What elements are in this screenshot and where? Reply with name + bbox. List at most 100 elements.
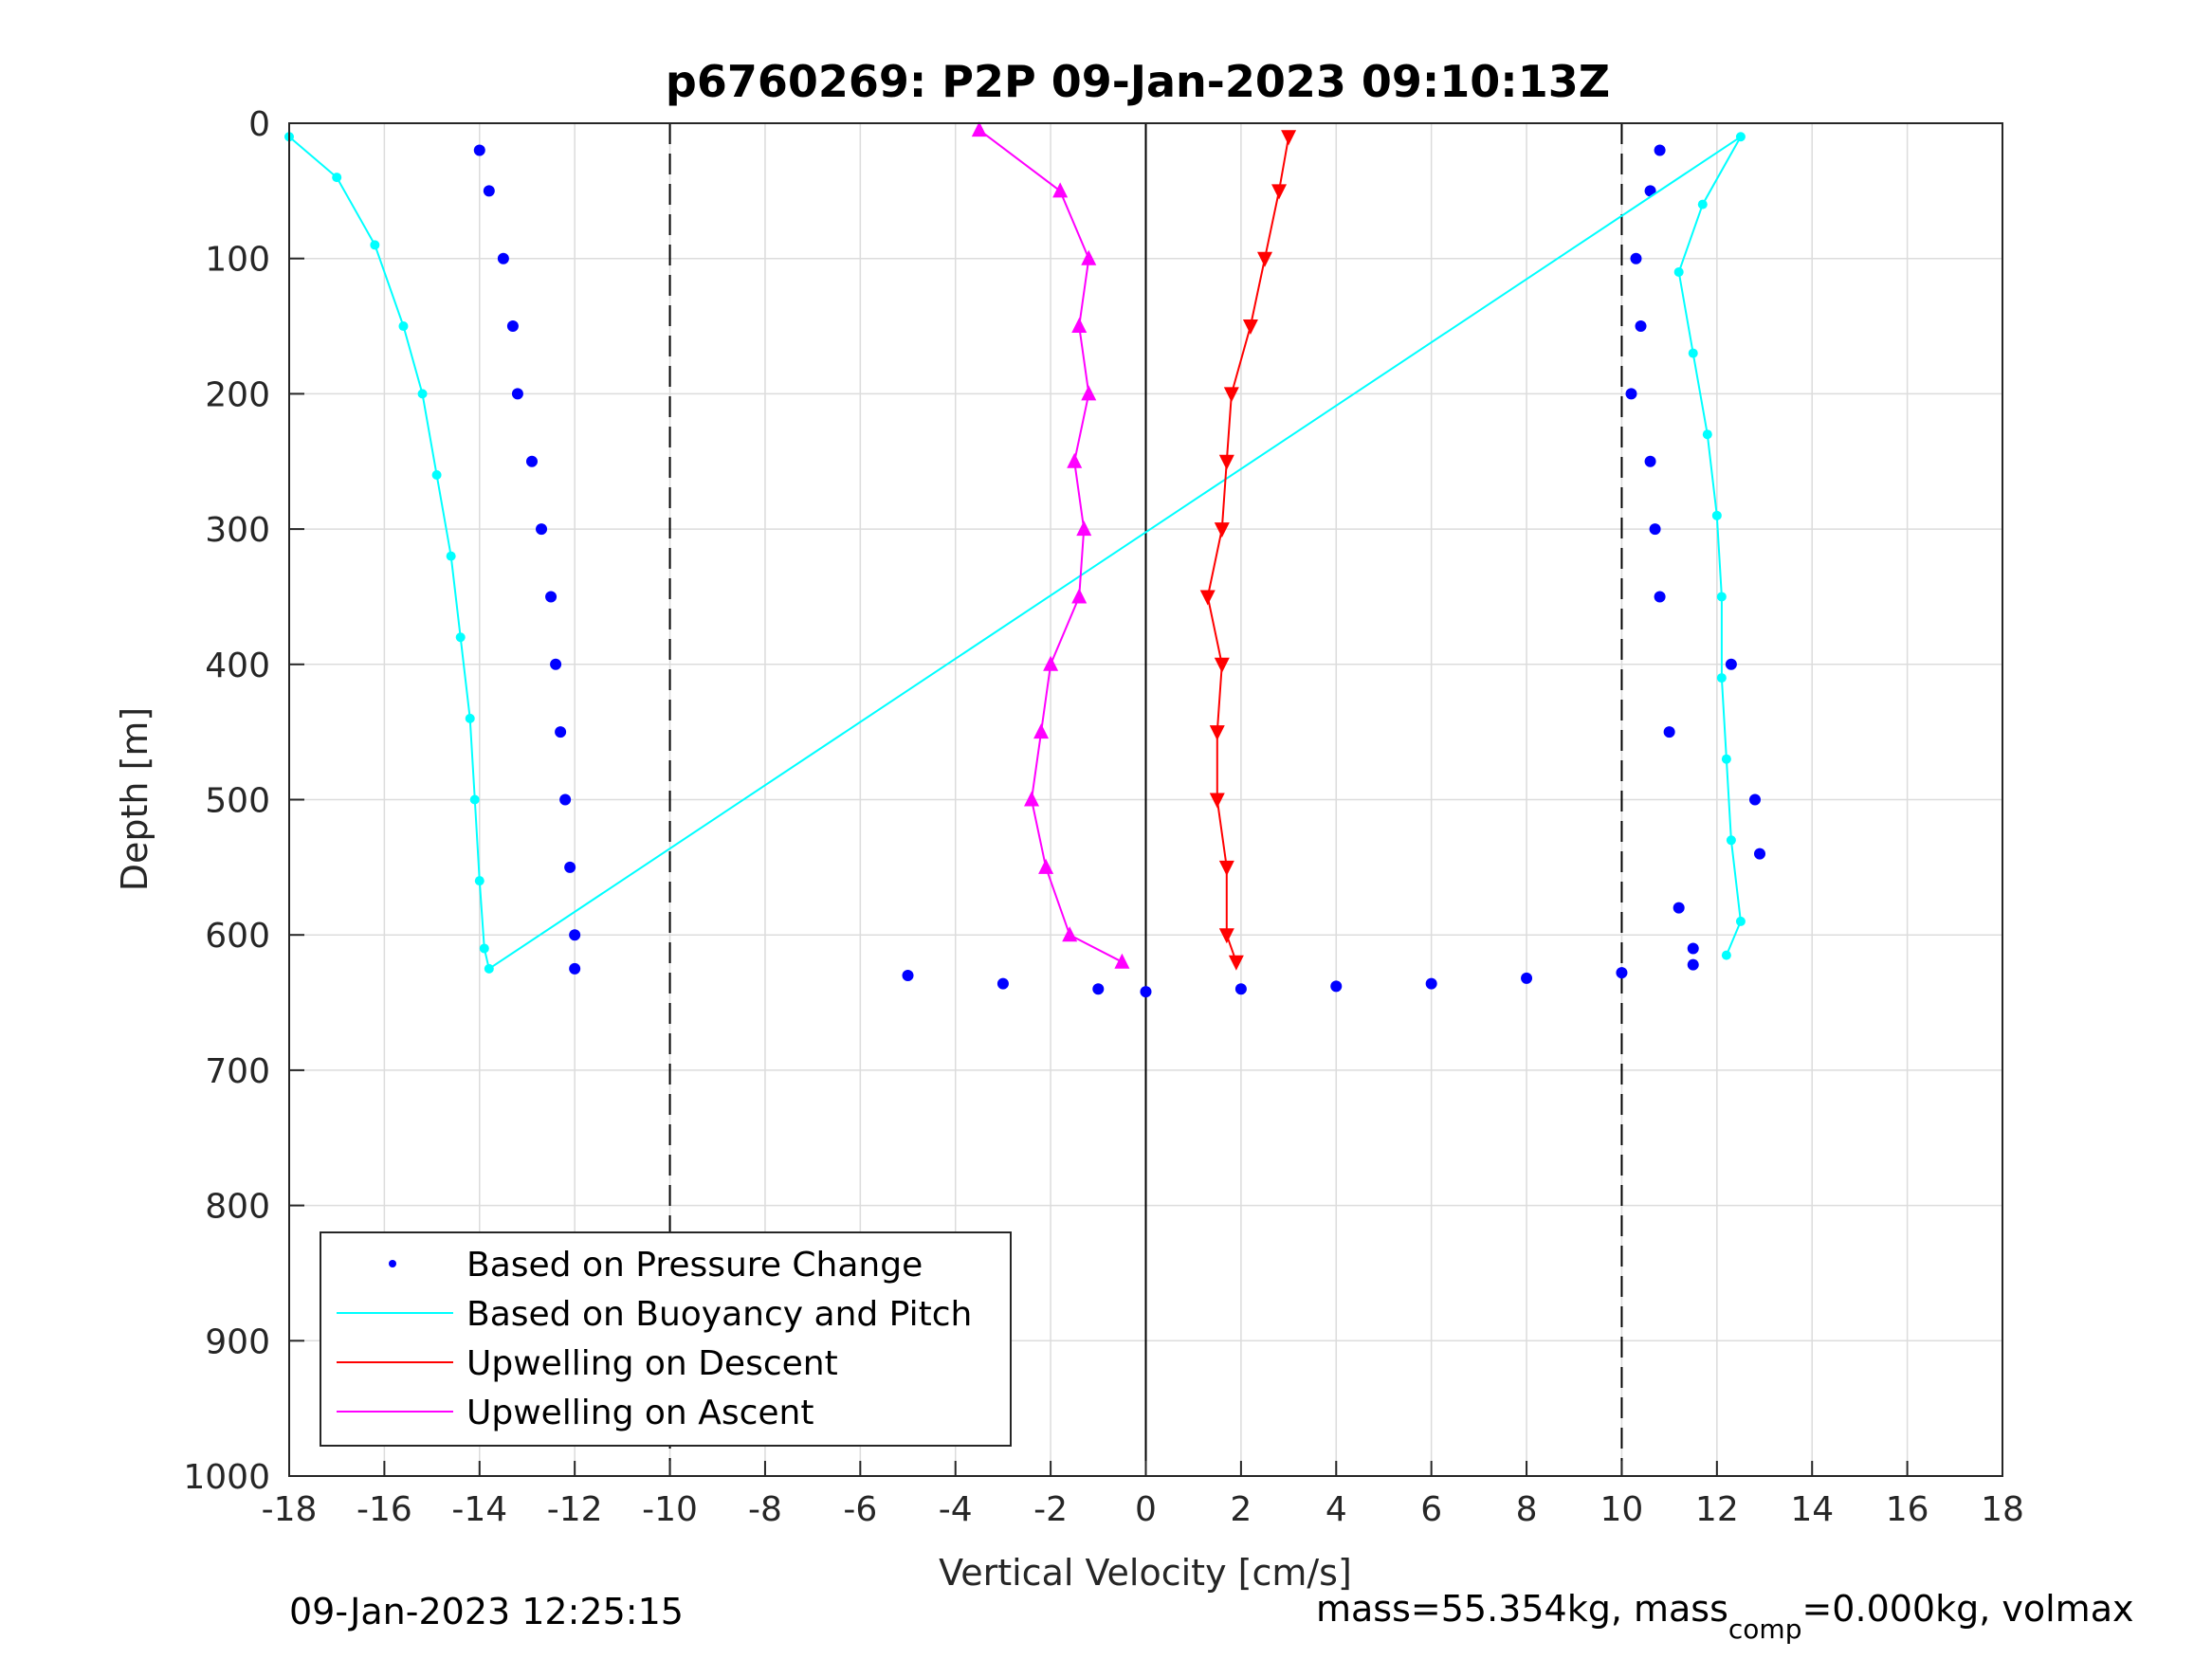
y-axis-label: Depth [m] [114, 707, 155, 892]
x-axis-label: Vertical Velocity [cm/s] [939, 1552, 1352, 1594]
data-point [484, 963, 494, 974]
data-point [1071, 588, 1088, 604]
data-point [1673, 902, 1685, 914]
data-point [473, 144, 485, 156]
data-point [1033, 723, 1050, 739]
data-point [1716, 673, 1727, 684]
data-point [1654, 144, 1666, 156]
data-point [1687, 942, 1699, 955]
x-tick-label: -14 [451, 1490, 507, 1529]
y-tick-label: 200 [205, 375, 270, 414]
data-point [1721, 754, 1731, 764]
legend-label-pressure: Based on Pressure Change [466, 1246, 923, 1285]
x-tick-label: 14 [1790, 1490, 1834, 1529]
data-point [1697, 199, 1708, 210]
data-point [1071, 318, 1088, 334]
legend-marker-pressure [389, 1260, 396, 1267]
series-line [1206, 137, 1290, 963]
data-point [564, 861, 576, 873]
y-tick-label: 500 [205, 782, 270, 821]
data-point [902, 970, 914, 982]
data-point [1214, 522, 1230, 538]
data-point [455, 632, 466, 643]
data-point [550, 658, 562, 670]
data-point [1735, 132, 1746, 142]
data-point [1092, 983, 1105, 995]
data-point [431, 470, 442, 481]
data-point [1038, 858, 1054, 874]
data-point [1043, 655, 1059, 671]
mass-annotation: mass=55.354kg, masscomp=0.000kg, volmax [1316, 1588, 2133, 1645]
data-point [1649, 523, 1661, 536]
data-point [1754, 848, 1766, 860]
data-point [1081, 249, 1097, 265]
series-3 [971, 121, 1130, 969]
data-point [1281, 130, 1297, 146]
data-point [996, 977, 1009, 990]
legend-label-descent: Upwelling on Descent [466, 1344, 838, 1383]
data-point [506, 320, 519, 333]
x-tick-label: -18 [262, 1490, 318, 1529]
data-point [370, 240, 380, 250]
x-tick-label: 12 [1695, 1490, 1739, 1529]
y-tick-label: 400 [205, 647, 270, 685]
data-point [398, 321, 409, 332]
series-line [978, 129, 1123, 963]
data-point [525, 455, 538, 467]
data-point [1644, 455, 1656, 467]
data-point [1721, 950, 1731, 960]
data-point [1209, 793, 1225, 809]
data-point [1199, 590, 1216, 606]
data-point [1076, 520, 1092, 537]
data-point [1687, 958, 1699, 971]
x-tick-label: 0 [1135, 1490, 1157, 1529]
x-tick-label: -6 [843, 1490, 877, 1529]
data-point [1242, 319, 1258, 336]
data-point [479, 943, 489, 954]
y-tick-label: 900 [205, 1322, 270, 1361]
x-tick-label: 2 [1230, 1490, 1252, 1529]
legend-label-ascent: Upwelling on Ascent [466, 1394, 814, 1432]
data-point [511, 388, 523, 400]
data-point [1223, 387, 1239, 403]
data-point [1330, 980, 1343, 993]
data-point [1218, 928, 1234, 944]
data-point [1228, 955, 1244, 971]
data-point [1218, 860, 1234, 876]
y-tick-label: 1000 [183, 1458, 270, 1497]
mass-annotation-tail: =0.000kg, volmax [1801, 1588, 2133, 1630]
data-point [474, 876, 484, 886]
data-point [1209, 725, 1225, 741]
data-point [1673, 266, 1684, 277]
legend-label-buoyancy: Based on Buoyancy and Pitch [466, 1295, 972, 1334]
data-point [1630, 252, 1642, 264]
mass-annotation-sub: comp [1728, 1613, 1802, 1645]
data-point [1748, 793, 1761, 806]
x-tick-label: -8 [748, 1490, 782, 1529]
series-0 [473, 144, 1766, 998]
chart-title: p6760269: P2P 09-Jan-2023 09:10:13Z [666, 56, 1610, 107]
data-point [1218, 454, 1234, 470]
data-point [569, 962, 581, 975]
data-point [1725, 658, 1737, 670]
data-point [497, 252, 509, 264]
data-point [1081, 385, 1097, 401]
data-point [555, 726, 567, 738]
data-point [1256, 251, 1272, 267]
data-point [1052, 182, 1069, 198]
data-point [1663, 726, 1675, 738]
data-point [1271, 184, 1288, 200]
data-point [536, 523, 548, 536]
data-point [1711, 510, 1722, 520]
data-point [1688, 348, 1698, 358]
x-tick-label: 4 [1325, 1490, 1347, 1529]
data-point [1625, 388, 1637, 400]
x-tick-label: 16 [1886, 1490, 1929, 1529]
data-point [1726, 835, 1736, 846]
x-tick-label: -16 [356, 1490, 412, 1529]
x-tick-label: -10 [642, 1490, 698, 1529]
data-point [1521, 972, 1533, 984]
x-tick-label: -2 [1033, 1490, 1068, 1529]
data-point [1024, 791, 1040, 807]
